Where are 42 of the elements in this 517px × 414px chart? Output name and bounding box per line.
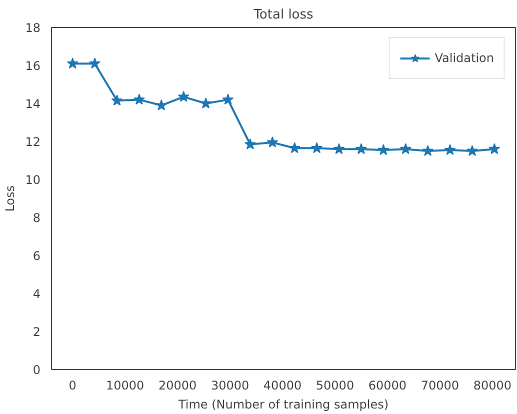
point (133, 94, 145, 105)
x-tick-label: 80000 (473, 378, 512, 392)
y-tick-label: 18 (25, 21, 41, 35)
point (333, 143, 345, 154)
point (111, 94, 123, 106)
point (244, 138, 256, 150)
x-tick-label: 20000 (158, 378, 197, 392)
point (466, 145, 478, 156)
chart-title: Total loss (252, 8, 314, 22)
point (266, 136, 278, 148)
y-axis-title: Loss (3, 185, 18, 212)
x-tick-label: 30000 (210, 378, 250, 392)
y-tick-label: 2 (32, 325, 41, 339)
y-tick-label: 4 (32, 287, 41, 301)
point (222, 94, 234, 105)
point (444, 144, 456, 155)
point (200, 98, 212, 108)
point (355, 143, 367, 154)
point (378, 144, 390, 155)
x-tick-label: 60000 (368, 378, 407, 392)
legend-label: Validation (434, 51, 494, 65)
y-tick-label: 12 (25, 135, 41, 149)
point (311, 142, 323, 154)
point (178, 90, 190, 102)
point (400, 143, 412, 154)
y-tick-label: 6 (32, 249, 41, 263)
y-tick-label: 8 (32, 211, 41, 225)
x-tick-label: 50000 (316, 378, 354, 392)
x-tick-label: 40000 (263, 378, 302, 392)
point (89, 58, 101, 69)
x-axis-title: Time (Number of training samples) (177, 398, 389, 412)
point (422, 145, 434, 156)
y-tick-label: 0 (32, 363, 41, 377)
y-tick-label: 14 (25, 97, 41, 111)
y-tick-label: 10 (25, 173, 41, 187)
x-tick-label: 10000 (106, 378, 144, 392)
point (66, 58, 78, 69)
y-tick-label: 16 (25, 59, 41, 73)
point (156, 99, 168, 110)
x-tick-label: 0 (68, 378, 76, 392)
x-tick-label: 70000 (420, 378, 460, 392)
point (488, 143, 500, 154)
